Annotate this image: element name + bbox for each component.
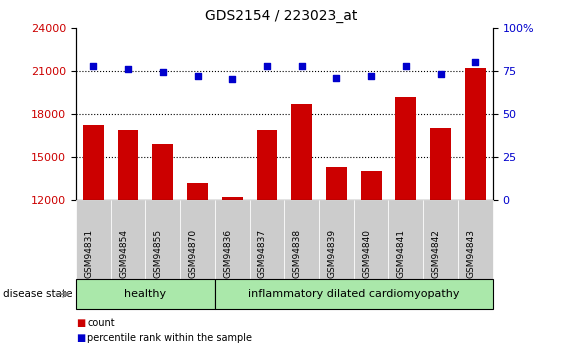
Bar <box>430 128 451 345</box>
Text: GDS2154 / 223023_at: GDS2154 / 223023_at <box>205 9 358 23</box>
Text: GSM94836: GSM94836 <box>224 229 233 278</box>
Bar <box>395 97 416 345</box>
Bar <box>118 130 138 345</box>
Text: GSM94854: GSM94854 <box>119 229 128 278</box>
Text: GSM94855: GSM94855 <box>154 229 163 278</box>
Text: disease state: disease state <box>3 289 72 299</box>
Bar <box>465 68 486 345</box>
Bar <box>153 144 173 345</box>
Point <box>367 73 376 79</box>
Text: GSM94831: GSM94831 <box>84 229 93 278</box>
Point <box>297 63 306 68</box>
Text: count: count <box>87 318 115 327</box>
Text: percentile rank within the sample: percentile rank within the sample <box>87 333 252 343</box>
Text: healthy: healthy <box>124 289 167 299</box>
Bar <box>83 125 104 345</box>
Point <box>158 70 167 75</box>
Point <box>89 63 98 68</box>
Bar <box>291 104 312 345</box>
Bar <box>257 130 278 345</box>
Bar <box>361 171 382 345</box>
Text: GSM94841: GSM94841 <box>397 229 406 278</box>
Text: GSM94840: GSM94840 <box>362 229 371 278</box>
Text: inflammatory dilated cardiomyopathy: inflammatory dilated cardiomyopathy <box>248 289 459 299</box>
Point <box>262 63 271 68</box>
Point <box>193 73 202 79</box>
Bar <box>222 197 243 345</box>
Text: GSM94842: GSM94842 <box>432 229 441 278</box>
Text: ■: ■ <box>76 333 85 343</box>
Point <box>227 77 237 82</box>
Bar <box>187 183 208 345</box>
Text: GSM94839: GSM94839 <box>328 229 337 278</box>
Point <box>471 59 480 65</box>
Text: GSM94838: GSM94838 <box>293 229 302 278</box>
Point <box>332 75 341 80</box>
Bar <box>326 167 347 345</box>
Point <box>401 63 410 68</box>
Text: GSM94870: GSM94870 <box>189 229 198 278</box>
Text: GSM94837: GSM94837 <box>258 229 267 278</box>
Point <box>436 71 445 77</box>
Text: GSM94843: GSM94843 <box>466 229 475 278</box>
Point <box>124 66 133 72</box>
Text: ■: ■ <box>76 318 85 327</box>
